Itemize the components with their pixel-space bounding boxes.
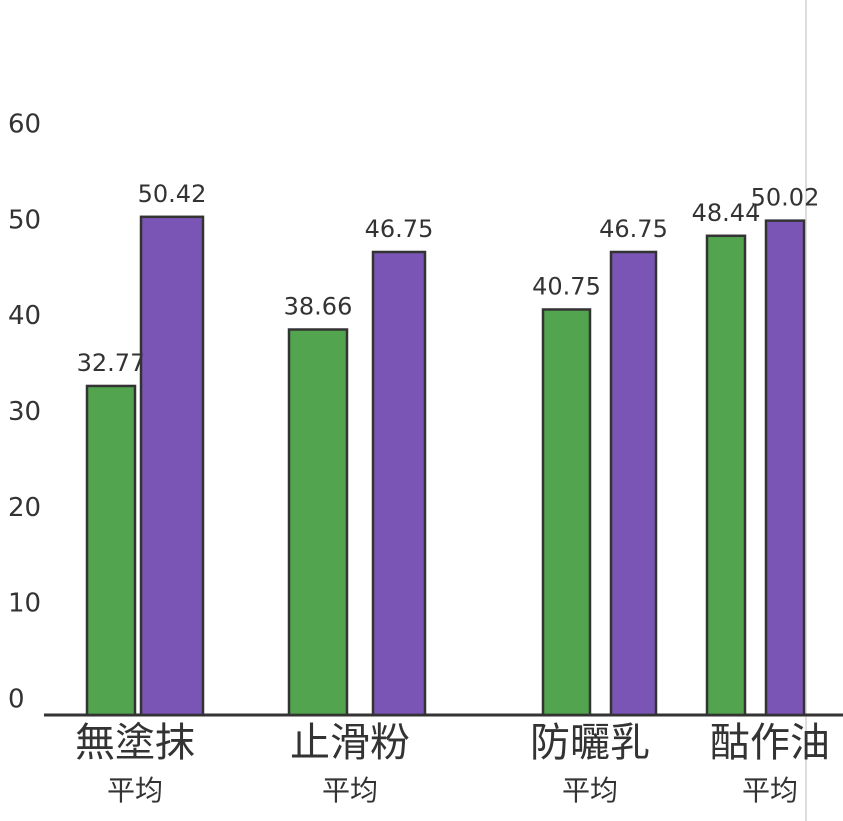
x-tick-sublabel: 平均 xyxy=(742,774,798,807)
bar xyxy=(707,236,745,715)
value-label: 50.02 xyxy=(751,184,820,212)
x-tick-label: 防曬乳 xyxy=(530,720,650,766)
y-tick-label: 60 xyxy=(8,110,41,140)
bar xyxy=(141,217,203,715)
bar xyxy=(766,221,804,715)
value-label: 46.75 xyxy=(365,215,434,243)
x-tick-sublabel: 平均 xyxy=(562,774,618,807)
value-label: 50.42 xyxy=(138,180,207,208)
x-tick-sublabel: 平均 xyxy=(107,774,163,807)
x-tick-label: 止滑粉 xyxy=(290,720,410,766)
x-tick-sublabel: 平均 xyxy=(322,774,378,807)
y-tick-label: 10 xyxy=(8,589,41,619)
value-label: 32.77 xyxy=(77,349,146,377)
y-tick-label: 30 xyxy=(8,397,41,427)
bar xyxy=(87,386,135,715)
bar xyxy=(289,330,347,715)
value-label: 40.75 xyxy=(532,272,601,300)
y-tick-label: 50 xyxy=(8,205,41,235)
x-tick-label: 酤作油 xyxy=(710,720,830,766)
chart: 010203040506032.7738.6640.7548.4450.4246… xyxy=(0,0,843,821)
y-tick-label: 40 xyxy=(8,301,41,331)
bar xyxy=(611,252,656,715)
y-tick-label: 0 xyxy=(8,685,25,715)
value-label: 46.75 xyxy=(599,215,668,243)
bar xyxy=(373,252,425,715)
value-label: 38.66 xyxy=(284,293,353,321)
bar xyxy=(543,309,590,715)
y-tick-label: 20 xyxy=(8,493,41,523)
x-tick-label: 無塗抹 xyxy=(75,720,195,766)
